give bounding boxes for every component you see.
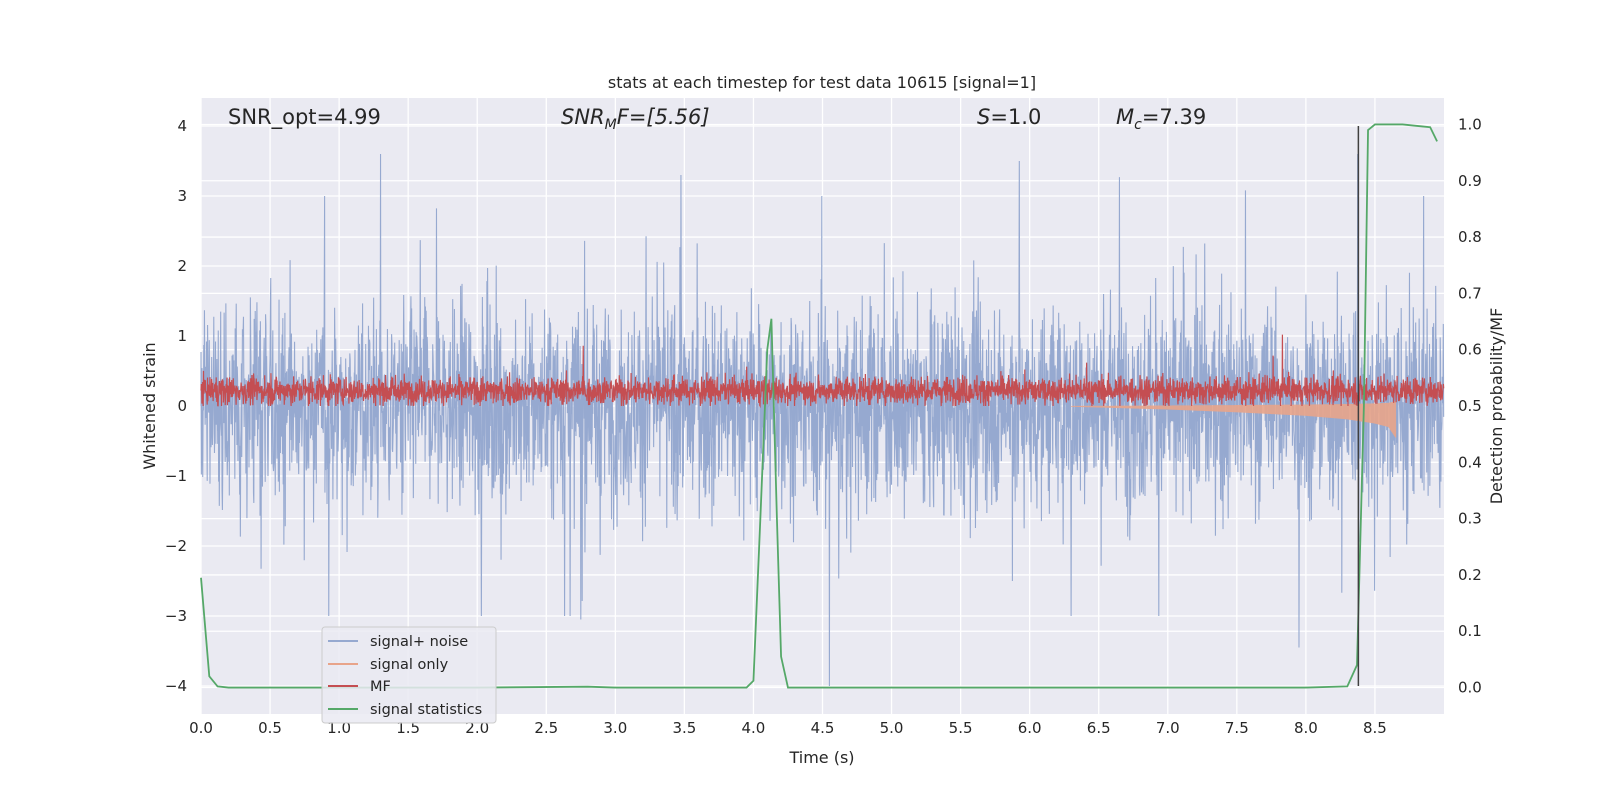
series-signal-only xyxy=(1070,401,1397,438)
x-tick-label: 7.5 xyxy=(1225,719,1249,737)
y-right-tick-label: 0.0 xyxy=(1458,679,1482,697)
snr-mf-annotation: SNRMF=[5.56] xyxy=(561,105,710,133)
x-axis-label: Time (s) xyxy=(788,748,854,767)
x-tick-label: 0.5 xyxy=(258,719,282,737)
x-tick-label: 2.5 xyxy=(534,719,558,737)
mf-line xyxy=(200,334,1445,409)
ticks: 0.0 0.5 1.0 1.5 2.0 2.5 3.0 3.5 4.0 4.5 5.0 5.5 6.0 6… xyxy=(165,115,1482,737)
x-tick-label: 8.5 xyxy=(1363,719,1387,737)
x-tick-label: 7.0 xyxy=(1156,719,1180,737)
series-signal-noise xyxy=(200,153,1445,687)
y-tick-label: −4 xyxy=(165,677,187,695)
legend-label-signal-statistics: signal statistics xyxy=(370,702,482,718)
x-tick-label: 5.0 xyxy=(880,719,904,737)
y-right-tick-label: 0.6 xyxy=(1458,341,1482,359)
x-tick-label: 3.0 xyxy=(603,719,627,737)
legend-label-mf: MF xyxy=(370,679,391,695)
y-tick-label: 2 xyxy=(177,257,187,275)
y-right-tick-label: 0.8 xyxy=(1458,228,1482,246)
s-annotation: S=1.0 xyxy=(977,105,1041,129)
y-tick-label: 3 xyxy=(177,187,187,205)
y-right-tick-label: 0.1 xyxy=(1458,622,1482,640)
y-right-tick-label: 0.2 xyxy=(1458,566,1482,584)
signal-noise-line xyxy=(200,153,1445,687)
signal-only-line xyxy=(1070,401,1397,438)
x-tick-label: 8.0 xyxy=(1294,719,1318,737)
y-tick-label: 4 xyxy=(177,117,187,135)
x-tick-label: 4.0 xyxy=(742,719,766,737)
snr-opt-annotation: SNR_opt=4.99 xyxy=(228,105,381,130)
x-tick-label: 6.0 xyxy=(1018,719,1042,737)
y-tick-label: 0 xyxy=(177,397,187,415)
y-right-tick-label: 1.0 xyxy=(1458,115,1482,133)
y-tick-label: −2 xyxy=(165,537,187,555)
y-axis-label: Whitened strain xyxy=(140,342,159,469)
legend-label-signal-noise: signal+ noise xyxy=(370,634,468,650)
x-tick-label: 6.5 xyxy=(1087,719,1111,737)
chart-title: stats at each timestep for test data 106… xyxy=(608,73,1036,92)
legend-label-signal-only: signal only xyxy=(370,657,449,673)
x-tick-label: 0.0 xyxy=(189,719,213,737)
legend-box xyxy=(321,626,497,724)
mc-annotation: Mc=7.39 xyxy=(1116,105,1206,133)
y-right-tick-label: 0.7 xyxy=(1458,284,1482,302)
y-right-tick-label: 0.3 xyxy=(1458,510,1482,528)
y-right-tick-label: 0.5 xyxy=(1458,397,1482,415)
y-tick-label: −3 xyxy=(165,607,187,625)
y-right-tick-label: 0.9 xyxy=(1458,172,1482,190)
legend: signal+ noise signal only MF signal stat… xyxy=(321,626,497,724)
x-tick-label: 4.5 xyxy=(811,719,835,737)
y-tick-label: −1 xyxy=(165,467,187,485)
y-right-tick-label: 0.4 xyxy=(1458,453,1482,471)
series-mf xyxy=(200,334,1445,409)
y-right-axis-label: Detection probability/MF xyxy=(1487,308,1506,505)
x-tick-label: 5.5 xyxy=(949,719,973,737)
x-tick-label: 3.5 xyxy=(672,719,696,737)
y-tick-label: 1 xyxy=(177,327,187,345)
